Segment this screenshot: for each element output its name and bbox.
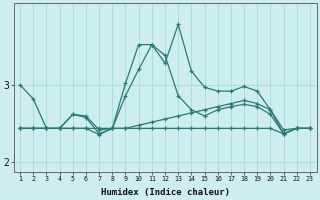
X-axis label: Humidex (Indice chaleur): Humidex (Indice chaleur) xyxy=(100,188,229,197)
